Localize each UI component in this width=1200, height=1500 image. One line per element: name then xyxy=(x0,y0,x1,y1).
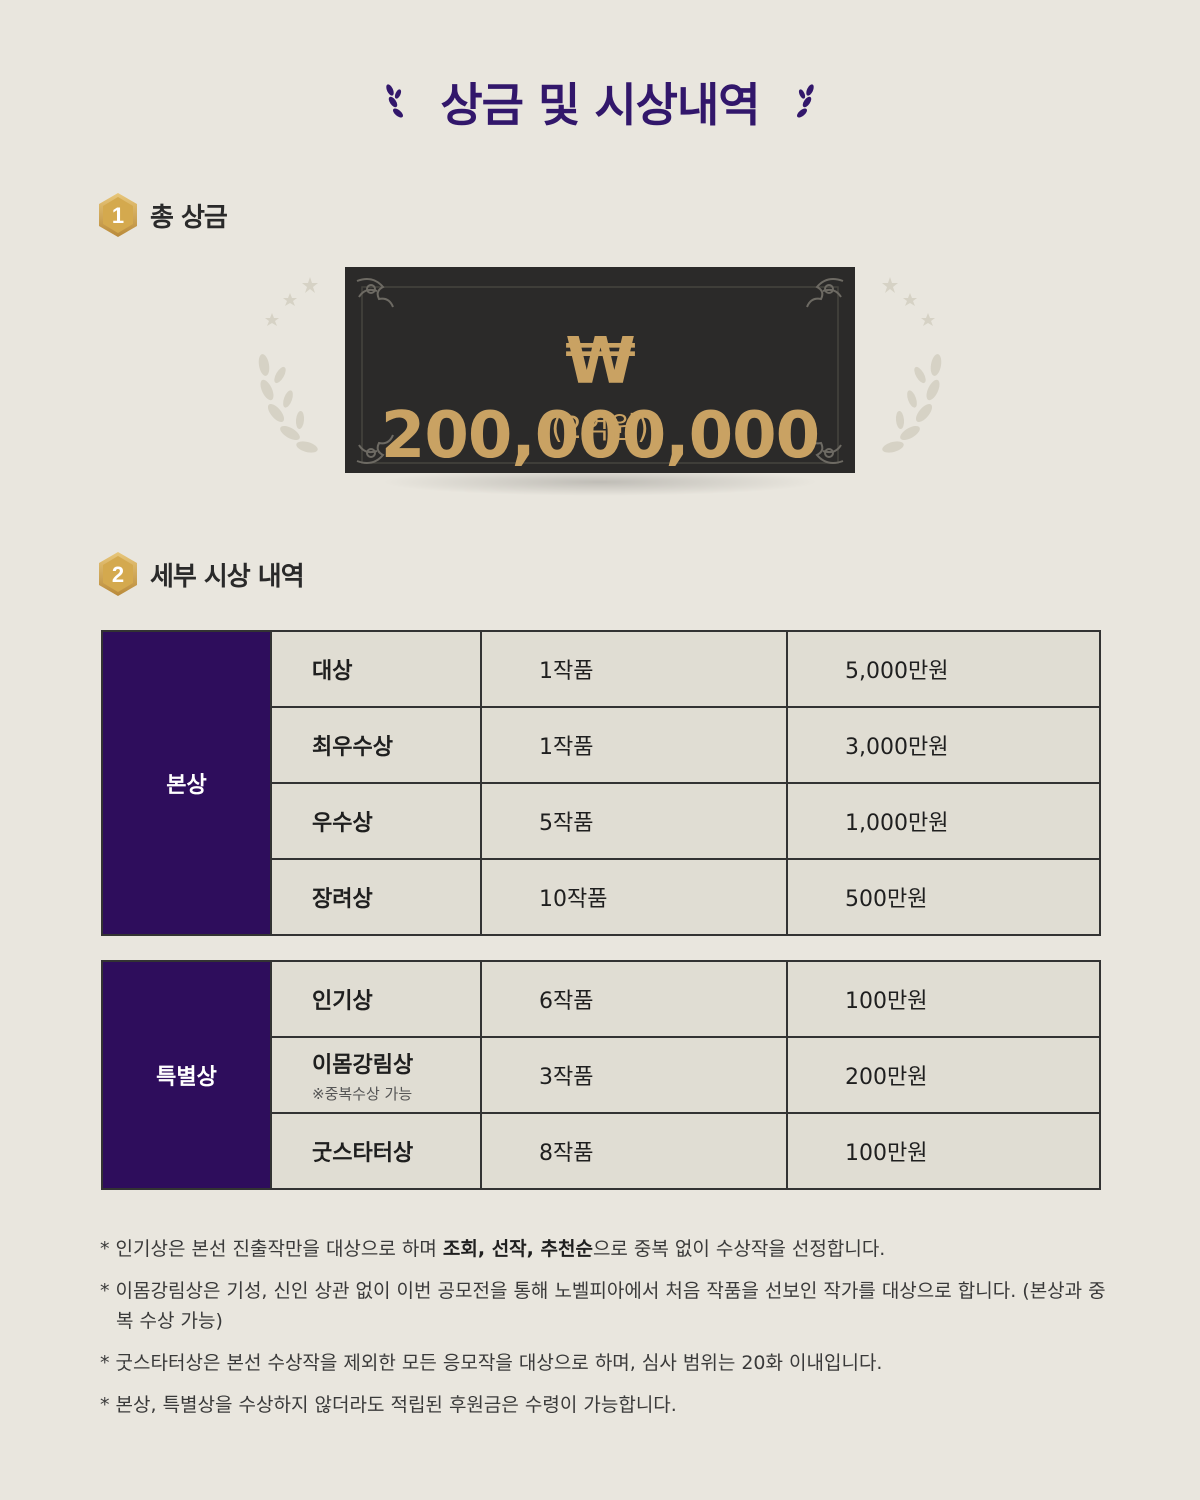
prize-amount-korean: (2억원) xyxy=(551,411,649,446)
award-money: 100만원 xyxy=(786,1112,1101,1190)
badge-number: 2 xyxy=(112,562,124,587)
footnote: * 굿스타터상은 본선 수상작을 제외한 모든 응모작을 대상으로 하며, 심사… xyxy=(100,1352,883,1374)
award-name: 최우수상 xyxy=(270,706,482,784)
award-name: 대상 xyxy=(270,630,482,708)
award-count: 10작품 xyxy=(480,858,788,936)
table-row: 본상 대상 1작품 5,000만원 xyxy=(101,630,1101,936)
award-money: 100만원 xyxy=(786,960,1101,1038)
award-count: 6작품 xyxy=(480,960,788,1038)
footnote: * 인기상은 본선 진출작만을 대상으로 하며 조회, 선작, 추천순으로 중복… xyxy=(100,1234,1110,1264)
award-name: 굿스타터상 xyxy=(270,1112,482,1190)
prize-frame xyxy=(356,278,844,464)
category-cell: 본상 xyxy=(101,630,272,936)
wreath-right-icon xyxy=(882,277,942,453)
award-name: 우수상 xyxy=(270,782,482,860)
award-name: 인기상 xyxy=(270,960,482,1038)
award-count: 3작품 xyxy=(480,1036,788,1114)
section-title: 총 상금 xyxy=(150,202,228,233)
wreath-left-icon xyxy=(258,277,318,453)
footnote: * 본상, 특별상을 수상하지 않더라도 적립된 후원금은 수령이 가능합니다. xyxy=(100,1394,677,1416)
footnotes: * 인기상은 본선 진출작만을 대상으로 하며 조회, 선작, 추천순으로 중복… xyxy=(100,1234,1110,1432)
footnote-text: 으로 중복 없이 수상작을 선정합니다. xyxy=(592,1238,886,1260)
award-money: 200만원 xyxy=(786,1036,1101,1114)
section-award-details: 2 세부 시상 내역 xyxy=(98,551,305,597)
footnote-emphasis: 조회, 선작, 추천순 xyxy=(442,1238,593,1260)
laurel-left-icon xyxy=(386,84,404,118)
table-row: 최우수상 1작품 3,000만원 xyxy=(102,706,1101,784)
table-row: 장려상 10작품 500만원 xyxy=(102,858,1101,936)
special-awards-table: 특별상 인기상 6작품 100만원 이몸강림상 ※중복수상 가능 3작품 200… xyxy=(101,960,1101,1190)
prize-amount: ₩ 200,000,000 xyxy=(380,325,820,473)
table-row: 굿스타터상 8작품 100만원 xyxy=(102,1112,1101,1190)
table-row: 우수상 5작품 1,000만원 xyxy=(102,782,1101,860)
main-awards-table: 본상 대상 1작품 5,000만원 최우수상 1작품 3,000만원 우수상 5… xyxy=(101,630,1101,936)
section-total-prize: 1 총 상금 xyxy=(98,192,228,238)
footnote: * 이몸강림상은 기성, 신인 상관 없이 이번 공모전을 통해 노벨피아에서 … xyxy=(100,1280,1106,1332)
award-count: 1작품 xyxy=(480,706,788,784)
total-prize-box: ₩ 200,000,000 (2억원) xyxy=(345,267,855,473)
number-badge-icon: 2 xyxy=(99,552,137,596)
award-note: ※중복수상 가능 xyxy=(312,1084,413,1103)
award-name-cell: 이몸강림상 ※중복수상 가능 xyxy=(270,1036,482,1114)
section-title: 세부 시상 내역 xyxy=(150,561,305,592)
table-row: 이몸강림상 ※중복수상 가능 3작품 200만원 xyxy=(102,1036,1101,1114)
table-row: 특별상 인기상 6작품 100만원 xyxy=(101,960,1101,1190)
footnote-text: * 인기상은 본선 진출작만을 대상으로 하며 xyxy=(100,1238,443,1260)
badge-number: 1 xyxy=(112,203,124,228)
award-count: 8작품 xyxy=(480,1112,788,1190)
award-money: 500만원 xyxy=(786,858,1101,936)
award-count: 5작품 xyxy=(480,782,788,860)
award-money: 1,000만원 xyxy=(786,782,1101,860)
award-name: 장려상 xyxy=(270,858,482,936)
award-money: 5,000만원 xyxy=(786,630,1101,708)
page-header: 상금 및 시상내역 xyxy=(0,72,1200,132)
award-name: 이몸강림상 xyxy=(312,1052,414,1078)
page-title: 상금 및 시상내역 xyxy=(440,78,760,132)
award-money: 3,000만원 xyxy=(786,706,1101,784)
number-badge-icon: 1 xyxy=(99,193,137,237)
laurel-right-icon xyxy=(796,84,814,118)
award-count: 1작품 xyxy=(480,630,788,708)
category-cell: 특별상 xyxy=(101,960,272,1190)
